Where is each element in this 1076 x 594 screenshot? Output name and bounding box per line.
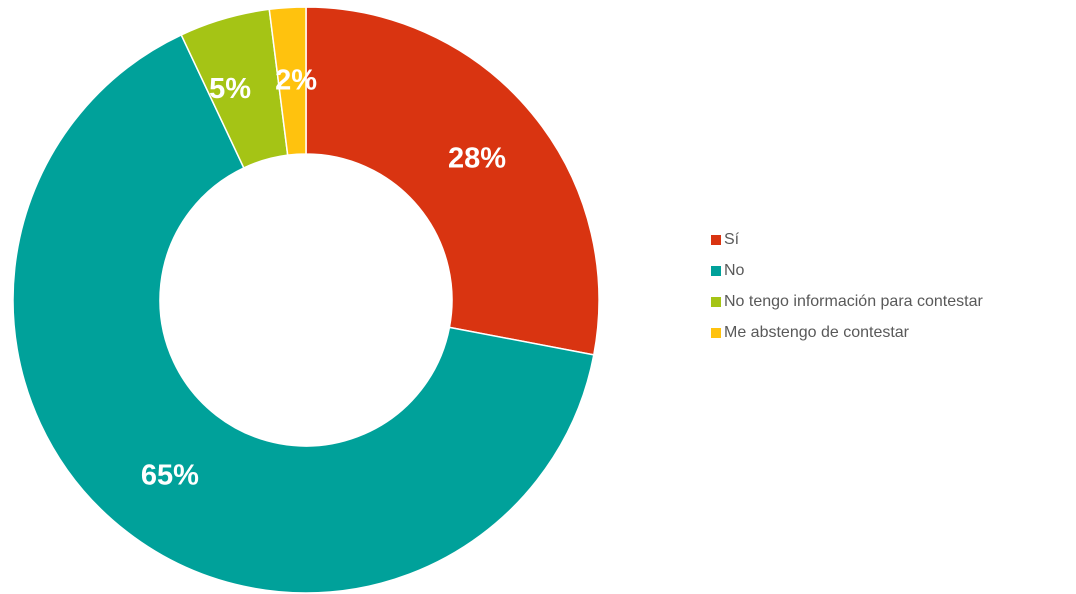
legend-swatch-si	[711, 235, 721, 245]
donut-slice-me-abstengo-de-contestar	[268, 6, 307, 156]
donut-slice-no	[12, 33, 595, 594]
donut-data-labels: 28% 65% 5% 2%	[141, 64, 506, 491]
data-label-no-tengo-informacion-para-contestar: 5%	[209, 73, 251, 105]
legend-item-no-info: No tengo información para contestar	[711, 292, 983, 312]
legend-label-si: Sí	[724, 231, 740, 248]
donut-slices	[12, 6, 600, 594]
legend-label-abstain: Me abstengo de contestar	[724, 324, 910, 341]
legend-label-no: No	[724, 262, 745, 279]
data-label-me-abstengo-de-contestar: 2%	[275, 64, 317, 96]
data-label-no: 65%	[141, 459, 199, 491]
legend-swatch-abstain	[711, 328, 721, 338]
legend-label-no-info: No tengo información para contestar	[724, 293, 983, 310]
legend-item-no: No	[711, 261, 983, 281]
legend-swatch-no-info	[711, 297, 721, 307]
legend-item-abstain: Me abstengo de contestar	[711, 323, 983, 343]
data-label-si: 28%	[448, 142, 506, 174]
legend-item-si: Sí	[711, 230, 983, 250]
donut-slice-si	[305, 6, 600, 356]
chart-legend: Sí No No tengo información para contesta…	[711, 230, 983, 354]
legend-swatch-no	[711, 266, 721, 276]
